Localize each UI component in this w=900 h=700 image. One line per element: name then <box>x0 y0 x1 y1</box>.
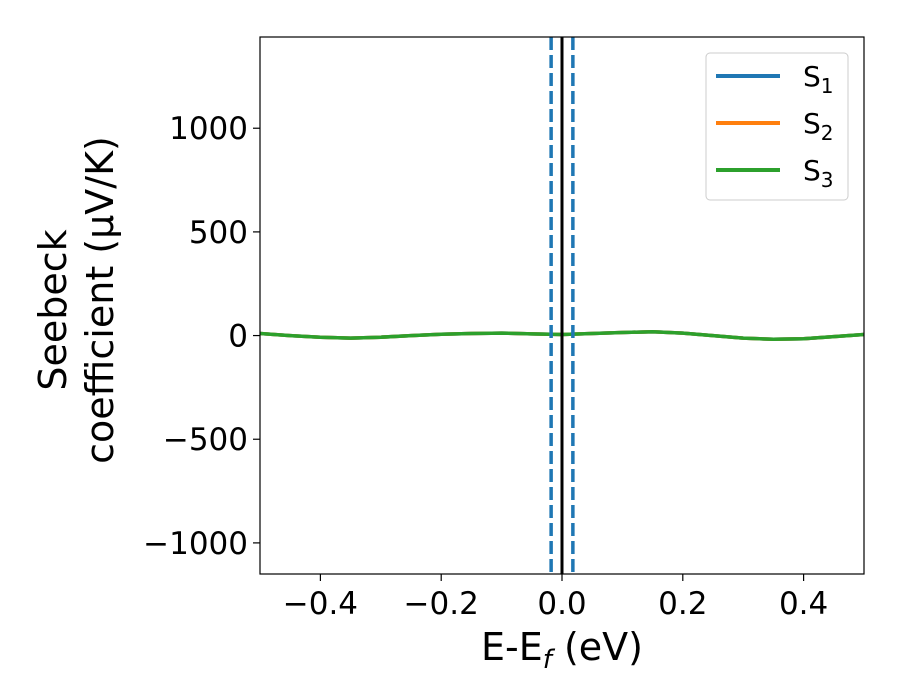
fermi-markers <box>549 37 575 574</box>
x-tick-label: 0.4 <box>779 586 828 622</box>
legend: S1 S2 S3 <box>705 52 849 201</box>
y-tick-label: 500 <box>189 215 248 251</box>
x-tick-label: 0.0 <box>537 586 586 622</box>
y-tick-label: −500 <box>163 422 248 458</box>
legend-label-S2: S2 <box>803 107 834 145</box>
x-tick-label: 0.2 <box>658 586 707 622</box>
y-tick-label: −1000 <box>143 526 248 562</box>
x-tick-label: −0.4 <box>283 586 358 622</box>
x-axis-label: E-Ef (eV) <box>481 625 643 675</box>
y-axis-label-line1: Seebeck <box>31 229 75 390</box>
y-axis-ticks: −1000 −500 0 500 1000 <box>143 111 260 562</box>
legend-label-S1: S1 <box>803 60 834 98</box>
x-axis-ticks: −0.4 −0.2 0.0 0.2 0.4 <box>283 574 828 622</box>
y-axis-label: Seebeck coefficient (μV/K) <box>31 136 122 464</box>
legend-label-S3: S3 <box>803 154 834 192</box>
legend-box <box>705 52 849 201</box>
y-tick-label: 0 <box>228 319 248 355</box>
x-tick-label: −0.2 <box>404 586 479 622</box>
y-tick-label: 1000 <box>169 111 248 147</box>
y-axis-label-line2: coefficient (μV/K) <box>78 136 122 464</box>
